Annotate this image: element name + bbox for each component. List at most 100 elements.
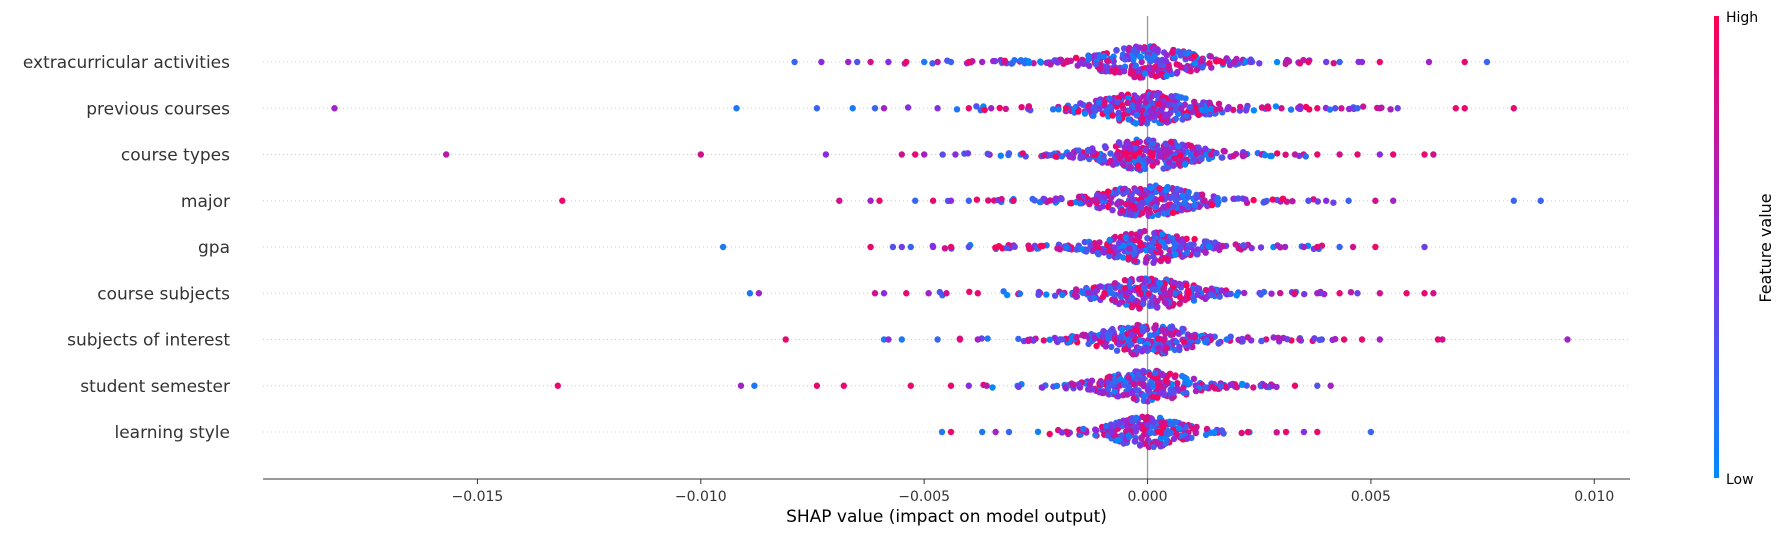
shap-point — [1390, 151, 1397, 158]
shap-point — [1283, 198, 1291, 205]
shap-point — [1025, 337, 1032, 345]
shap-point — [1217, 382, 1225, 390]
shap-point — [947, 197, 955, 204]
shap-point — [1066, 152, 1073, 159]
shap-point — [1296, 336, 1303, 343]
shap-point — [1191, 60, 1199, 67]
shap-point — [1421, 243, 1428, 251]
shap-point — [1103, 107, 1110, 115]
shap-point — [1154, 428, 1162, 435]
shap-point — [1092, 431, 1099, 439]
shap-point — [1330, 199, 1337, 206]
shap-point — [1117, 376, 1124, 383]
shap-point — [1275, 334, 1282, 341]
shap-point — [1150, 253, 1157, 260]
shap-point — [992, 244, 999, 251]
shap-point — [1154, 394, 1161, 401]
shap-point — [1326, 106, 1334, 113]
shap-point — [1099, 332, 1106, 340]
shap-point — [1138, 58, 1145, 66]
shap-point — [1126, 245, 1133, 252]
shap-point — [1062, 384, 1069, 391]
shap-point — [1208, 291, 1215, 299]
shap-point — [1092, 241, 1099, 248]
x-tick-label: 0.000 — [1127, 489, 1167, 505]
shap-point — [1140, 426, 1147, 433]
shap-point — [1233, 292, 1240, 299]
shap-point — [965, 197, 972, 204]
shap-point — [1085, 340, 1092, 348]
shap-point — [1131, 237, 1139, 244]
shap-point — [1163, 72, 1170, 80]
shap-point — [1175, 143, 1182, 150]
shap-point — [867, 58, 874, 66]
shap-point — [1376, 151, 1384, 158]
shap-point — [1219, 59, 1226, 66]
shap-point — [1162, 57, 1170, 65]
shap-point — [1300, 56, 1307, 64]
shap-point — [1111, 280, 1119, 287]
shap-point — [1338, 105, 1345, 112]
shap-point — [1230, 152, 1237, 160]
shap-point — [1159, 230, 1166, 238]
shap-point — [1043, 291, 1050, 298]
shap-point — [1090, 112, 1097, 119]
shap-point — [1092, 288, 1099, 295]
shap-point — [907, 243, 914, 251]
shap-point — [1138, 435, 1145, 442]
shap-point — [1202, 431, 1210, 439]
shap-point — [1345, 197, 1352, 204]
shap-point — [1153, 298, 1160, 306]
shap-point — [1354, 290, 1361, 297]
shap-point — [1258, 337, 1265, 344]
shap-point — [898, 336, 905, 343]
shap-point — [1116, 139, 1123, 147]
shap-point — [1130, 395, 1138, 402]
shap-point — [1157, 153, 1164, 160]
shap-point — [1269, 382, 1276, 389]
shap-point — [1142, 99, 1149, 106]
shap-point — [1080, 289, 1087, 297]
x-tick-label: −0.010 — [675, 489, 727, 505]
shap-point — [1128, 303, 1136, 311]
shap-point — [1046, 336, 1053, 343]
shap-point — [1090, 148, 1097, 155]
shap-point — [1185, 242, 1193, 249]
shap-point — [1001, 58, 1008, 66]
shap-point — [1169, 185, 1176, 192]
shap-point — [1147, 194, 1155, 201]
shap-point — [965, 105, 972, 112]
x-tick-label: −0.015 — [452, 489, 504, 505]
shap-point — [1136, 98, 1143, 105]
shap-point — [1163, 52, 1171, 59]
shap-point — [1193, 251, 1200, 258]
shap-point — [1167, 429, 1175, 436]
shap-point — [1247, 56, 1255, 63]
feature-label: subjects of interest — [67, 331, 230, 351]
shap-point — [1354, 151, 1361, 158]
shap-point — [1421, 290, 1428, 297]
colorbar — [1714, 16, 1719, 478]
shap-point — [1186, 333, 1194, 340]
shap-point — [1113, 347, 1121, 354]
shap-point — [1177, 244, 1184, 251]
shap-point — [845, 58, 852, 66]
feature-label: extracurricular activities — [23, 53, 230, 73]
shap-point — [1218, 427, 1226, 434]
shap-point — [1280, 334, 1287, 342]
shap-point — [1016, 290, 1024, 297]
shap-point — [1165, 64, 1173, 72]
shap-point — [1121, 346, 1128, 353]
shap-point — [1025, 103, 1033, 110]
shap-point — [1111, 244, 1118, 251]
shap-point — [1345, 105, 1353, 113]
shap-point — [1115, 436, 1122, 444]
shap-point — [1058, 429, 1066, 436]
shap-point — [1372, 197, 1379, 204]
shap-point — [1111, 388, 1119, 395]
shap-point — [907, 382, 914, 389]
shap-point — [1314, 198, 1322, 205]
shap-point — [1129, 202, 1137, 209]
shap-point — [1387, 106, 1394, 113]
shap-point — [719, 243, 727, 251]
